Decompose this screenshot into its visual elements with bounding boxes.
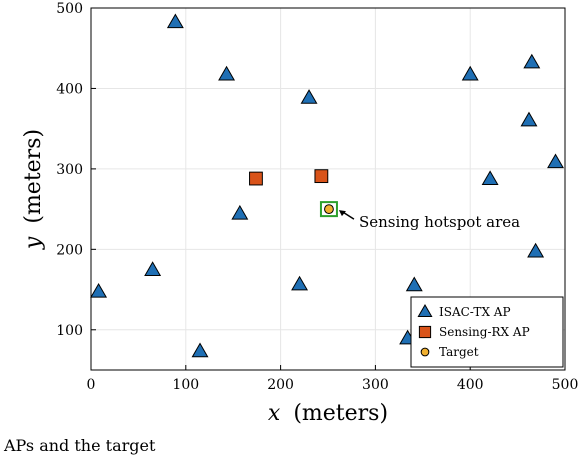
x-tick-label: 300	[362, 377, 389, 393]
axis-ticks: 0 100 200 300 400 500 100 200 300 400 500	[56, 1, 578, 393]
sensing-rx-ap-legend-marker	[418, 325, 432, 339]
figure-caption-fragment: APs and the target	[4, 436, 156, 455]
isac-tx-ap-marker	[300, 89, 318, 104]
y-tick-label: 200	[56, 242, 83, 258]
sensing-rx-ap-marker	[314, 169, 329, 184]
scatter-chart: 0 100 200 300 400 500 100 200 300 400 500 Sensing …	[21, 1, 578, 426]
annotation-label: Sensing hotspot area	[359, 213, 520, 231]
x-tick-label: 200	[267, 377, 294, 393]
legend-entry-label: ISAC-TX AP	[439, 305, 511, 319]
isac-tx-ap-marker	[90, 282, 108, 298]
data-marks	[90, 13, 564, 358]
isac-tx-ap-marker	[231, 204, 249, 220]
legend-box	[410, 296, 564, 368]
x-tick-label: 500	[552, 377, 579, 393]
isac-tx-ap-marker	[520, 111, 538, 127]
y-tick-label: 500	[56, 1, 83, 17]
isac-tx-ap-marker	[291, 275, 309, 291]
legend-entry-label: Sensing-RX AP	[439, 325, 530, 339]
target-legend-marker	[420, 347, 430, 357]
y-tick-label: 100	[56, 323, 83, 339]
isac-tx-ap-marker	[481, 170, 499, 186]
isac-tx-ap-marker	[547, 153, 564, 169]
x-tick-label: 0	[87, 377, 96, 393]
hotspot-box	[319, 201, 338, 218]
isac-tx-ap-marker	[523, 53, 541, 69]
isac-tx-ap-legend-marker	[417, 303, 433, 318]
y-axis-label: y (meters)	[21, 129, 46, 250]
isac-tx-ap-marker	[166, 13, 184, 29]
hotspot-annotation: Sensing hotspot area	[319, 201, 520, 231]
y-tick-label: 300	[56, 162, 83, 178]
annotation-arrow	[342, 211, 355, 220]
isac-tx-ap-marker	[144, 261, 162, 276]
isac-tx-ap-marker	[218, 65, 236, 81]
x-tick-label: 100	[172, 377, 199, 393]
isac-tx-ap-marker	[191, 342, 209, 358]
sensing-rx-ap-marker	[249, 171, 263, 186]
legend-entry-label: Target	[439, 345, 479, 359]
x-axis-label: x (meters)	[268, 401, 388, 426]
legend: ISAC-TX AP Sensing-RX AP Target	[410, 296, 564, 368]
y-tick-label: 400	[56, 81, 83, 97]
annotation-arrowhead	[338, 210, 346, 217]
plot-frame	[90, 7, 566, 371]
isac-tx-ap-marker	[527, 242, 545, 258]
isac-tx-ap-marker	[405, 276, 423, 292]
isac-tx-ap-marker	[461, 65, 479, 81]
target-marker	[324, 204, 334, 215]
x-tick-label: 400	[457, 377, 484, 393]
